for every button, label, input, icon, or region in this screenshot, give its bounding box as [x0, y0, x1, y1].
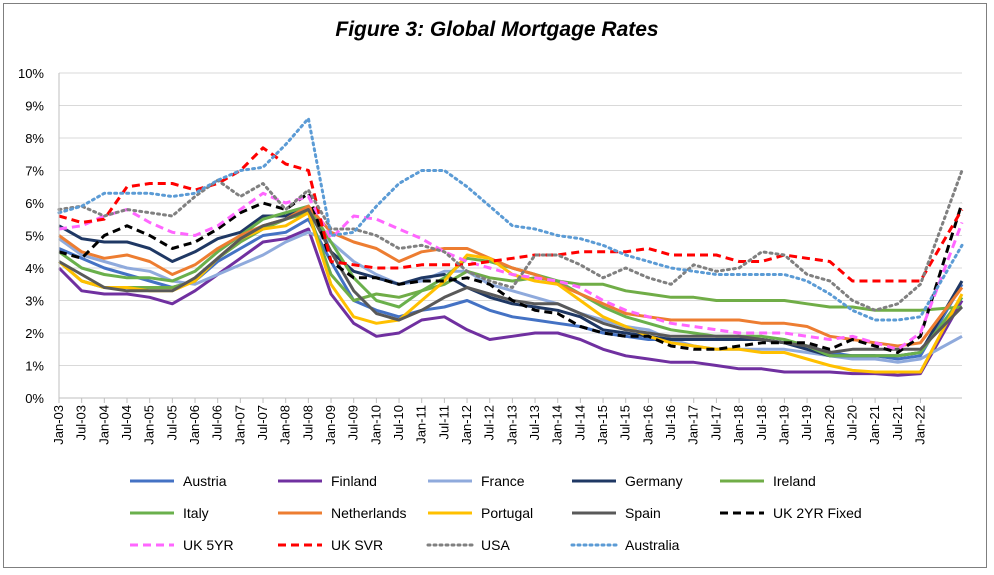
x-tick-label: Jul-03 [74, 405, 89, 440]
legend-label: UK SVR [331, 537, 383, 553]
x-tick-label: Jan-22 [912, 405, 927, 445]
x-tick-label: Jul-10 [391, 405, 406, 440]
legend-label: Austria [183, 473, 227, 489]
legend-label: Australia [625, 537, 680, 553]
y-tick-label: 7% [25, 164, 44, 179]
y-tick-label: 1% [25, 359, 44, 374]
x-tick-label: Jul-11 [436, 405, 451, 439]
series-line-germany [58, 204, 964, 358]
axes [58, 73, 962, 399]
series-line-uk-5yr [58, 191, 964, 351]
x-tick-label: Jan-14 [550, 405, 565, 445]
x-tick-label: Jan-16 [640, 405, 655, 445]
legend-label: Portugal [481, 505, 533, 521]
y-tick-label: 2% [25, 326, 44, 341]
x-tick-label: Jul-04 [119, 405, 134, 440]
x-tick-label: Jan-19 [776, 405, 791, 445]
legend-label: USA [481, 537, 510, 553]
x-tick-label: Jul-19 [799, 405, 814, 440]
x-tick-label: Jan-20 [822, 405, 837, 445]
x-tick-label: Jan-18 [731, 405, 746, 445]
y-tick-label: 3% [25, 294, 44, 309]
x-tick-label: Jan-03 [51, 405, 66, 445]
legend-label: Italy [183, 505, 209, 521]
x-tick-label: Jan-04 [96, 405, 111, 445]
series-line-uk-svr [58, 146, 964, 283]
x-tick-label: Jul-17 [708, 405, 723, 440]
series-line-usa [57, 169, 964, 312]
legend-label: Germany [625, 473, 683, 489]
y-tick-label: 4% [25, 261, 44, 276]
y-tick-label: 5% [25, 229, 44, 244]
series-line-france [58, 230, 963, 364]
x-tick-label: Jul-08 [300, 405, 315, 440]
series-line-finland [57, 227, 964, 377]
x-tick-label: Jan-15 [595, 405, 610, 445]
y-axis-ticks: 0% 1% 2% 3% 4% 5% 6% 7% 8% 9% 10% [18, 66, 44, 406]
x-tick-label: Jul-18 [754, 405, 769, 440]
chart-title: Figure 3: Global Mortgage Rates [335, 18, 659, 41]
series-line-spain [58, 208, 964, 354]
x-tick-label: Jan-08 [278, 405, 293, 445]
legend-label: Netherlands [331, 505, 407, 521]
series-line-uk-2yr-fixed [58, 191, 964, 354]
x-tick-label: Jan-11 [414, 405, 429, 444]
legend-label: Ireland [773, 473, 816, 489]
x-tick-label: Jan-13 [504, 405, 519, 445]
y-tick-label: 10% [18, 66, 44, 81]
x-tick-label: Jul-14 [572, 405, 587, 440]
series-line-ireland [58, 211, 963, 312]
x-tick-label: Jul-21 [890, 405, 905, 440]
legend-label: Finland [331, 473, 377, 489]
x-tick-label: Jan-09 [323, 405, 338, 445]
x-tick-label: Jul-20 [844, 405, 859, 440]
x-tick-label: Jul-05 [164, 405, 179, 440]
x-tick-label: Jul-07 [255, 405, 270, 440]
y-tick-label: 8% [25, 131, 44, 146]
legend-label: Spain [625, 505, 661, 521]
x-tick-label: Jul-06 [210, 405, 225, 440]
x-tick-label: Jan-12 [459, 405, 474, 445]
series-line-australia [57, 117, 964, 322]
y-tick-label: 0% [25, 391, 44, 406]
legend-label: UK 5YR [183, 537, 234, 553]
x-tick-label: Jan-17 [686, 405, 701, 445]
y-tick-label: 9% [25, 99, 44, 114]
x-tick-label: Jan-07 [232, 405, 247, 445]
x-tick-label: Jan-05 [142, 405, 157, 445]
legend-label: UK 2YR Fixed [773, 505, 862, 521]
x-tick-label: Jan-06 [187, 405, 202, 445]
series-lines [57, 117, 964, 377]
x-tick-label: Jan-21 [867, 405, 882, 445]
x-tick-label: Jul-12 [482, 405, 497, 440]
x-tick-label: Jul-16 [663, 405, 678, 440]
x-tick-label: Jul-15 [618, 405, 633, 440]
legend-label: France [481, 473, 525, 489]
gridlines [59, 72, 962, 366]
x-tick-label: Jul-13 [527, 405, 542, 440]
x-axis-ticks: Jan-03 Jul-03 Jan-04 Jul-04 Jan-05 Jul-05 Jan-… [51, 398, 927, 445]
y-tick-label: 6% [25, 196, 44, 211]
series-line-netherlands [58, 204, 964, 348]
x-tick-label: Jan-10 [368, 405, 383, 445]
x-tick-label: Jul-09 [346, 405, 361, 440]
legend: Austria Finland France Germany Ireland Italy N… [130, 473, 862, 553]
